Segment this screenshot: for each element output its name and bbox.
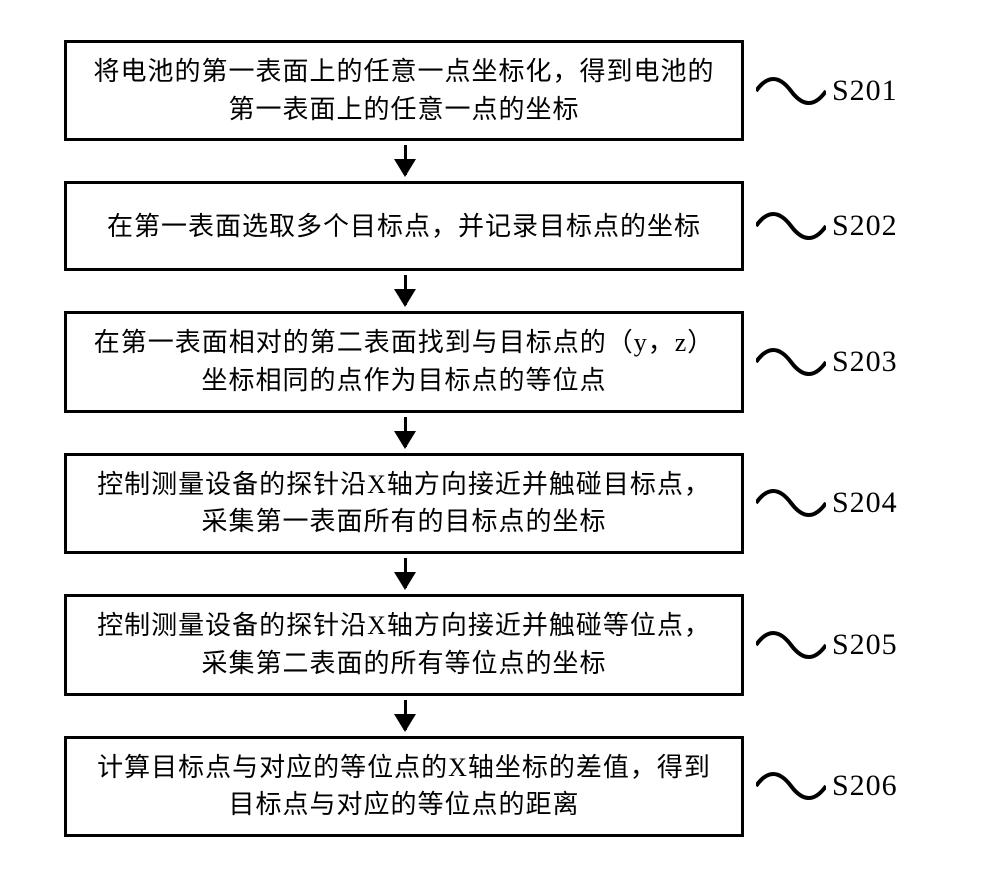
step-box-3: 在第一表面相对的第二表面找到与目标点的（y，z）坐标相同的点作为目标点的等位点: [64, 311, 744, 412]
arrow-down-icon: [404, 275, 407, 305]
step-box-6: 计算目标点与对应的等位点的X轴坐标的差值，得到目标点与对应的等位点的距离: [64, 736, 744, 837]
wave-connector-icon: [756, 625, 826, 665]
label-group-3: S203: [756, 342, 936, 382]
step-box-1: 将电池的第一表面上的任意一点坐标化，得到电池的第一表面上的任意一点的坐标: [64, 40, 744, 141]
wave-connector-icon: [756, 71, 826, 111]
step-label: S203: [832, 345, 898, 379]
step-row-3: 在第一表面相对的第二表面找到与目标点的（y，z）坐标相同的点作为目标点的等位点 …: [20, 311, 980, 412]
arrow-down-icon: [404, 417, 407, 447]
step-text: 在第一表面相对的第二表面找到与目标点的（y，z）坐标相同的点作为目标点的等位点: [85, 324, 723, 399]
step-text: 控制测量设备的探针沿X轴方向接近并触碰等位点，采集第二表面的所有等位点的坐标: [85, 607, 723, 682]
wave-connector-icon: [756, 766, 826, 806]
wave-connector-icon: [756, 483, 826, 523]
label-group-1: S201: [756, 71, 936, 111]
step-text: 在第一表面选取多个目标点，并记录目标点的坐标: [107, 208, 701, 246]
step-box-5: 控制测量设备的探针沿X轴方向接近并触碰等位点，采集第二表面的所有等位点的坐标: [64, 594, 744, 695]
wave-connector-icon: [756, 206, 826, 246]
label-group-4: S204: [756, 483, 936, 523]
step-box-2: 在第一表面选取多个目标点，并记录目标点的坐标: [64, 181, 744, 271]
step-label: S204: [832, 486, 898, 520]
step-row-2: 在第一表面选取多个目标点，并记录目标点的坐标 S202: [20, 181, 980, 271]
wave-connector-icon: [756, 342, 826, 382]
step-text: 控制测量设备的探针沿X轴方向接近并触碰目标点，采集第一表面所有的目标点的坐标: [85, 466, 723, 541]
step-label: S201: [832, 74, 898, 108]
step-row-1: 将电池的第一表面上的任意一点坐标化，得到电池的第一表面上的任意一点的坐标 S20…: [20, 40, 980, 141]
arrow-down-icon: [404, 558, 407, 588]
step-label: S202: [832, 209, 898, 243]
step-row-6: 计算目标点与对应的等位点的X轴坐标的差值，得到目标点与对应的等位点的距离 S20…: [20, 736, 980, 837]
step-box-4: 控制测量设备的探针沿X轴方向接近并触碰目标点，采集第一表面所有的目标点的坐标: [64, 453, 744, 554]
label-group-5: S205: [756, 625, 936, 665]
arrow-down-icon: [404, 145, 407, 175]
label-group-6: S206: [756, 766, 936, 806]
step-row-5: 控制测量设备的探针沿X轴方向接近并触碰等位点，采集第二表面的所有等位点的坐标 S…: [20, 594, 980, 695]
step-text: 将电池的第一表面上的任意一点坐标化，得到电池的第一表面上的任意一点的坐标: [85, 53, 723, 128]
flowchart-container: 将电池的第一表面上的任意一点坐标化，得到电池的第一表面上的任意一点的坐标 S20…: [20, 40, 980, 837]
label-group-2: S202: [756, 206, 936, 246]
arrow-down-icon: [404, 700, 407, 730]
step-row-4: 控制测量设备的探针沿X轴方向接近并触碰目标点，采集第一表面所有的目标点的坐标 S…: [20, 453, 980, 554]
step-label: S206: [832, 769, 898, 803]
step-text: 计算目标点与对应的等位点的X轴坐标的差值，得到目标点与对应的等位点的距离: [85, 749, 723, 824]
step-label: S205: [832, 628, 898, 662]
